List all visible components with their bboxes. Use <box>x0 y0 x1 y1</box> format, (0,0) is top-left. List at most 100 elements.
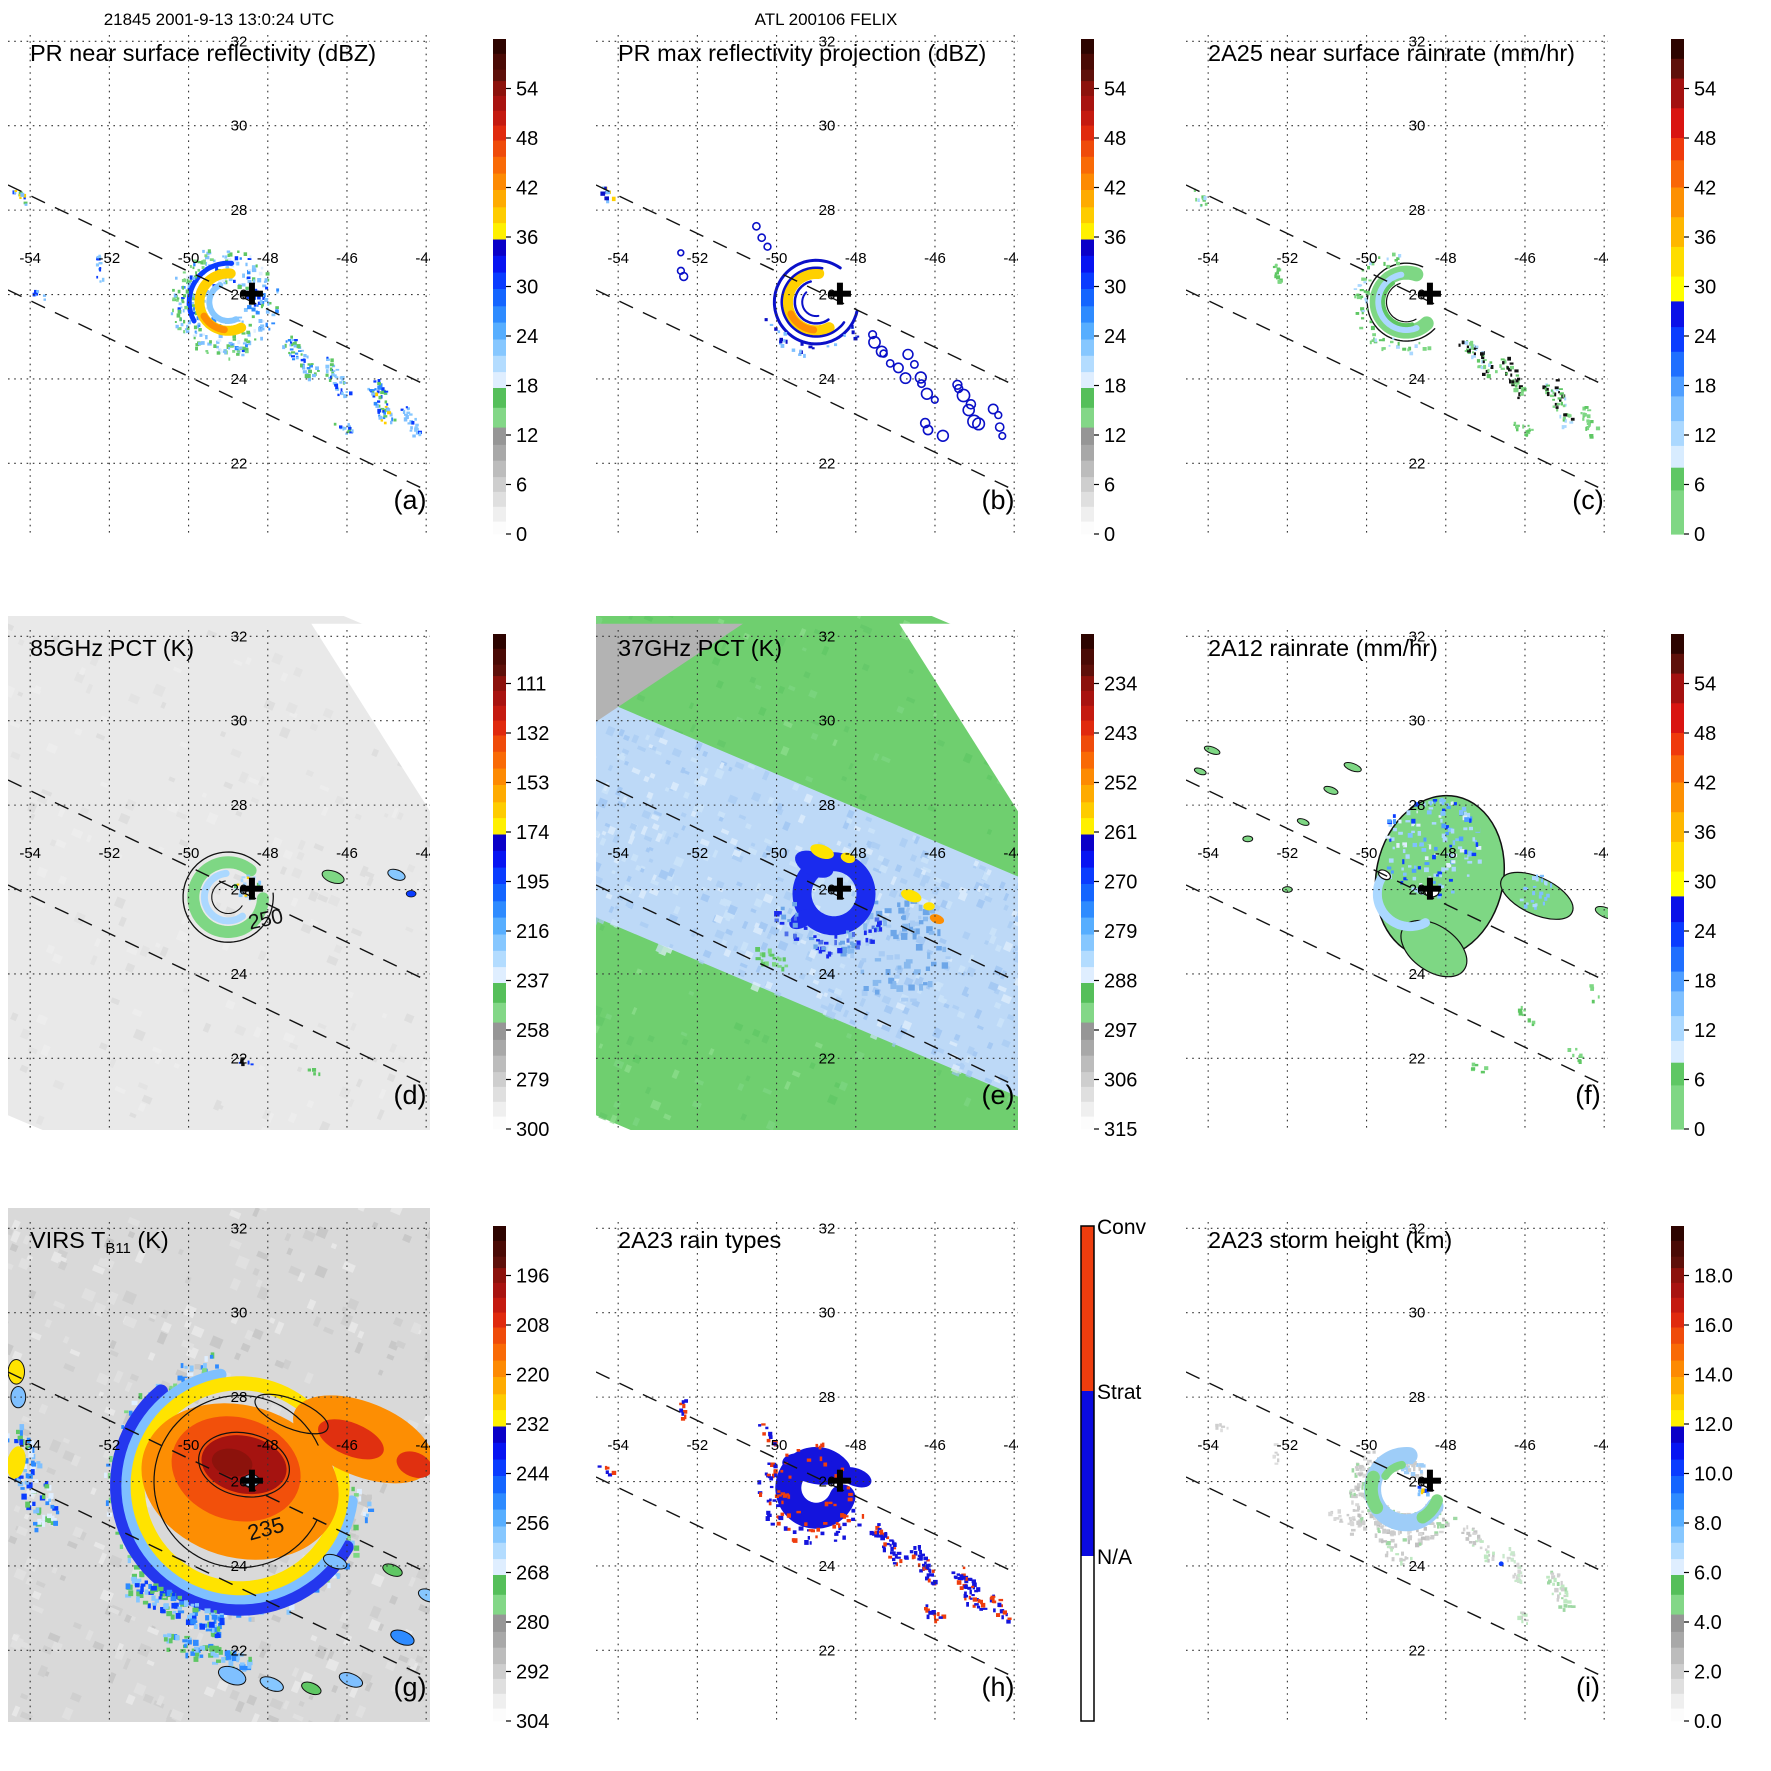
cloud-feature <box>923 902 935 911</box>
lat-tick-label: 22 <box>819 1050 836 1067</box>
colorbar-band <box>493 818 506 835</box>
colorbar-tick-label: 36 <box>1694 227 1716 249</box>
speckle-band <box>1499 356 1527 400</box>
colorbar-band <box>1671 812 1684 843</box>
lon-tick-label: -52 <box>99 1437 121 1454</box>
colorbar-tick-label: 54 <box>1694 674 1716 696</box>
panel-i-content: -54-52-50-48-46-443230282624222A23 storm… <box>1186 1220 1608 1722</box>
speckle-band <box>755 947 789 972</box>
colorbar-scale: 111 132 153 174 195 216 237 258 279 300 <box>493 634 549 1141</box>
lat-tick-label: 22 <box>1409 1050 1426 1067</box>
colorbar-band <box>493 834 506 852</box>
colorbar-tick-label: 292 <box>516 1662 549 1684</box>
colorbar-band <box>1081 506 1094 523</box>
colorbar-band <box>493 1542 506 1560</box>
colorbar-band <box>1081 834 1094 852</box>
colorbar-band <box>493 735 506 753</box>
axis-labels: -54-52-50-48-46-44323028262422 <box>1197 1220 1608 1659</box>
colorbar-band <box>1081 785 1094 803</box>
lat-tick-label: 30 <box>819 1305 836 1322</box>
colorbar-band <box>493 173 506 191</box>
colorbar-band <box>493 1240 506 1258</box>
cloud-feature <box>901 889 922 903</box>
lon-tick-label: -46 <box>924 250 946 267</box>
panel-title: 37GHz PCT (K) <box>618 635 782 661</box>
lon-tick-label: -52 <box>99 845 121 862</box>
cloud-feature <box>1594 905 1608 920</box>
colorbar-band <box>493 239 506 257</box>
colorbar-tick-label: 18.0 <box>1694 1266 1733 1288</box>
colorbar-band <box>1671 1312 1684 1328</box>
colorbar-tick-label: 30 <box>1104 277 1126 299</box>
colorbar-band <box>1671 896 1684 923</box>
colorbar-band <box>493 355 506 373</box>
colorbar-tick-label: 315 <box>1104 1119 1137 1141</box>
lat-tick-label: 28 <box>231 202 248 219</box>
colorbar-band <box>1081 1116 1094 1130</box>
panel-letter: (e) <box>982 1080 1015 1110</box>
colorbar-band <box>1671 1526 1684 1544</box>
colorbar-tick-label: 0 <box>1694 1119 1705 1141</box>
colorbar-band <box>493 1575 506 1596</box>
storm-band-arc <box>186 260 235 324</box>
lon-tick-label: -46 <box>1514 1437 1536 1454</box>
storm-center-cross <box>240 282 263 305</box>
storm-band-arc <box>772 258 859 346</box>
colorbar-band <box>493 444 506 462</box>
lat-tick-label: 24 <box>231 1558 248 1575</box>
colorbar-band <box>1671 39 1684 60</box>
panel-c-colorbar: 54 48 42 36 30 24 18 12 6 0 <box>1671 39 1716 546</box>
panel-f-map: -54-52-50-48-46-443230282624222A12 rainr… <box>1186 628 1608 1130</box>
storm-center-cross <box>1418 877 1441 900</box>
colorbar-band <box>493 1708 506 1722</box>
contour-cells <box>952 379 986 431</box>
colorbar-band <box>493 664 506 677</box>
speckle-band <box>1458 340 1498 379</box>
colorbar-band <box>493 1226 506 1242</box>
colorbar-tick-label: 306 <box>1104 1070 1137 1092</box>
panel-i-map: -54-52-50-48-46-443230282624222A23 storm… <box>1186 1220 1608 1722</box>
panel-title: 2A23 rain types <box>618 1227 781 1253</box>
colorbar-band <box>493 802 506 819</box>
colorbar-band <box>493 1693 506 1710</box>
colorbar-tick-label: 12 <box>1694 1020 1716 1042</box>
cloud-feature <box>318 1419 384 1460</box>
colorbar-band <box>1081 867 1094 885</box>
lat-tick-label: 24 <box>231 966 248 983</box>
lat-tick-label: 28 <box>1409 202 1426 219</box>
colorbar-band <box>1671 634 1684 655</box>
colorbar-band <box>493 1426 506 1444</box>
speckle-band <box>951 1566 988 1611</box>
panel-d-map: 250-54-52-50-48-46-4432302826242285GHz P… <box>8 616 430 1130</box>
lon-tick-label: -54 <box>607 845 629 862</box>
colorbar-band <box>493 1526 506 1544</box>
storm-band-arc <box>780 266 846 338</box>
colorbar-tick-label: 12 <box>1694 425 1716 447</box>
lat-tick-label: 28 <box>1409 797 1426 814</box>
colorbar-band <box>1081 207 1094 224</box>
speckle-band <box>367 379 397 425</box>
lon-tick-label: -52 <box>1277 1437 1299 1454</box>
colorbar-band <box>1671 1256 1684 1269</box>
panel-b-colorbar: 54 48 42 36 30 24 18 12 6 0 <box>1081 39 1126 546</box>
colorbar-tick-label: 6 <box>516 475 527 497</box>
storm-band-arc <box>1364 1470 1384 1515</box>
colorbar-band <box>493 1647 506 1665</box>
storm-band-arc <box>1372 872 1430 932</box>
panel-f-colorbar: 54 48 42 36 30 24 18 12 6 0 <box>1671 634 1716 1141</box>
colorbar-band <box>493 648 506 666</box>
colorbar-band <box>493 491 506 508</box>
colorbar-band <box>493 1360 506 1378</box>
colorbar-band <box>1671 1085 1684 1130</box>
colorbar-band <box>493 506 506 523</box>
lon-tick-label: -44 <box>1593 250 1608 267</box>
lon-tick-label: -44 <box>415 250 430 267</box>
lat-tick-label: 22 <box>231 455 248 472</box>
colorbar-band <box>1671 445 1684 469</box>
colorbar-band <box>1081 306 1094 324</box>
colorbar-tick-label: 243 <box>1104 723 1137 745</box>
colorbar-tick-label: 195 <box>516 872 549 894</box>
panel-letter: (b) <box>982 485 1015 515</box>
colorbar-band <box>493 751 506 770</box>
lon-tick-label: -46 <box>336 845 358 862</box>
